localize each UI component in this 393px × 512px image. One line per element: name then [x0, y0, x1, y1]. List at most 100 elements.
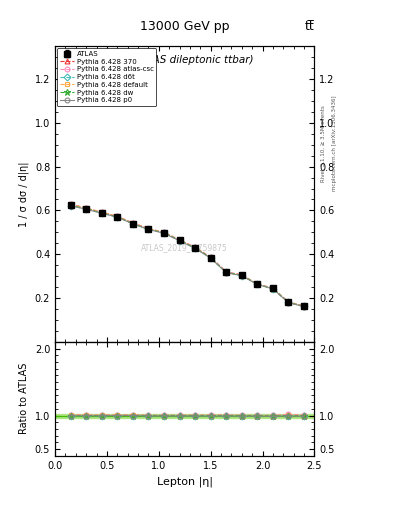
- Pythia 6.428 default: [255, 281, 260, 287]
- Text: ηℓ (ATLAS dileptonic ttbar): ηℓ (ATLAS dileptonic ttbar): [116, 55, 253, 65]
- Text: 13000 GeV pp: 13000 GeV pp: [140, 20, 230, 33]
- Line: Pythia 6.428 default: Pythia 6.428 default: [68, 202, 307, 309]
- Pythia 6.428 default: [99, 209, 104, 215]
- Pythia 6.428 dw: [99, 210, 104, 216]
- Pythia 6.428 dw: [208, 254, 213, 261]
- Bar: [55, 414, 314, 417]
- Pythia 6.428 d6t: [68, 203, 73, 209]
- Line: Pythia 6.428 dw: Pythia 6.428 dw: [67, 202, 307, 310]
- Pythia 6.428 370: [99, 209, 104, 215]
- Pythia 6.428 p0: [68, 203, 73, 209]
- Line: Pythia 6.428 p0: Pythia 6.428 p0: [68, 203, 307, 309]
- Pythia 6.428 dw: [255, 281, 260, 287]
- Pythia 6.428 dw: [162, 230, 166, 236]
- Pythia 6.428 d6t: [193, 245, 197, 251]
- Pythia 6.428 d6t: [162, 230, 166, 236]
- Pythia 6.428 d6t: [286, 300, 291, 306]
- Pythia 6.428 370: [193, 244, 197, 250]
- Pythia 6.428 dw: [146, 226, 151, 232]
- Pythia 6.428 p0: [115, 214, 119, 220]
- Pythia 6.428 p0: [130, 221, 135, 227]
- Text: ATLAS_2019_I1759875: ATLAS_2019_I1759875: [141, 243, 228, 252]
- Pythia 6.428 d6t: [270, 286, 275, 292]
- X-axis label: Lepton |η|: Lepton |η|: [157, 476, 213, 486]
- Pythia 6.428 p0: [302, 304, 307, 310]
- Pythia 6.428 default: [162, 229, 166, 236]
- Pythia 6.428 dw: [302, 303, 307, 309]
- Pythia 6.428 atlas-csc: [302, 303, 307, 309]
- Pythia 6.428 p0: [208, 255, 213, 261]
- Pythia 6.428 d6t: [146, 226, 151, 232]
- Pythia 6.428 default: [239, 272, 244, 278]
- Pythia 6.428 atlas-csc: [130, 220, 135, 226]
- Pythia 6.428 dw: [286, 300, 291, 306]
- Pythia 6.428 atlas-csc: [162, 229, 166, 236]
- Pythia 6.428 d6t: [115, 214, 119, 220]
- Pythia 6.428 default: [270, 285, 275, 291]
- Y-axis label: Ratio to ATLAS: Ratio to ATLAS: [19, 363, 29, 435]
- Pythia 6.428 370: [208, 254, 213, 261]
- Pythia 6.428 atlas-csc: [224, 269, 229, 275]
- Pythia 6.428 default: [177, 237, 182, 243]
- Pythia 6.428 d6t: [302, 303, 307, 309]
- Pythia 6.428 d6t: [177, 238, 182, 244]
- Pythia 6.428 default: [84, 205, 88, 211]
- Pythia 6.428 370: [84, 205, 88, 211]
- Pythia 6.428 p0: [99, 210, 104, 216]
- Pythia 6.428 p0: [84, 206, 88, 212]
- Pythia 6.428 dw: [224, 269, 229, 275]
- Pythia 6.428 atlas-csc: [99, 209, 104, 215]
- Pythia 6.428 d6t: [208, 255, 213, 261]
- Pythia 6.428 dw: [177, 238, 182, 244]
- Pythia 6.428 p0: [286, 300, 291, 306]
- Pythia 6.428 default: [208, 254, 213, 261]
- Pythia 6.428 default: [115, 214, 119, 220]
- Pythia 6.428 atlas-csc: [286, 298, 291, 305]
- Text: mcplots.cern.ch [arXiv:1306.3436]: mcplots.cern.ch [arXiv:1306.3436]: [332, 96, 337, 191]
- Pythia 6.428 d6t: [224, 269, 229, 275]
- Pythia 6.428 atlas-csc: [208, 254, 213, 260]
- Pythia 6.428 dw: [130, 221, 135, 227]
- Pythia 6.428 370: [224, 269, 229, 275]
- Text: tt̅: tt̅: [305, 20, 314, 33]
- Pythia 6.428 default: [286, 299, 291, 305]
- Pythia 6.428 default: [224, 269, 229, 275]
- Pythia 6.428 atlas-csc: [239, 272, 244, 278]
- Pythia 6.428 p0: [270, 286, 275, 292]
- Pythia 6.428 default: [302, 303, 307, 309]
- Y-axis label: 1 / σ dσ / d|η|: 1 / σ dσ / d|η|: [19, 161, 29, 227]
- Pythia 6.428 atlas-csc: [115, 214, 119, 220]
- Pythia 6.428 default: [130, 220, 135, 226]
- Pythia 6.428 dw: [239, 272, 244, 279]
- Pythia 6.428 default: [193, 245, 197, 251]
- Pythia 6.428 p0: [177, 238, 182, 244]
- Pythia 6.428 atlas-csc: [177, 237, 182, 243]
- Pythia 6.428 p0: [162, 230, 166, 236]
- Pythia 6.428 atlas-csc: [68, 201, 73, 207]
- Line: Pythia 6.428 atlas-csc: Pythia 6.428 atlas-csc: [68, 201, 307, 308]
- Pythia 6.428 dw: [270, 286, 275, 292]
- Pythia 6.428 370: [146, 226, 151, 232]
- Pythia 6.428 d6t: [255, 281, 260, 287]
- Pythia 6.428 d6t: [99, 210, 104, 216]
- Pythia 6.428 default: [146, 226, 151, 232]
- Pythia 6.428 p0: [193, 245, 197, 251]
- Pythia 6.428 dw: [115, 214, 119, 220]
- Pythia 6.428 atlas-csc: [193, 244, 197, 250]
- Pythia 6.428 atlas-csc: [270, 285, 275, 291]
- Pythia 6.428 dw: [84, 206, 88, 212]
- Line: Pythia 6.428 d6t: Pythia 6.428 d6t: [68, 203, 307, 309]
- Pythia 6.428 p0: [239, 273, 244, 279]
- Pythia 6.428 atlas-csc: [255, 281, 260, 287]
- Pythia 6.428 p0: [224, 270, 229, 276]
- Pythia 6.428 370: [68, 201, 73, 207]
- Pythia 6.428 370: [302, 303, 307, 309]
- Line: Pythia 6.428 370: Pythia 6.428 370: [68, 202, 307, 309]
- Pythia 6.428 370: [177, 237, 182, 243]
- Pythia 6.428 d6t: [239, 272, 244, 279]
- Pythia 6.428 atlas-csc: [146, 226, 151, 232]
- Pythia 6.428 370: [239, 272, 244, 278]
- Pythia 6.428 370: [130, 220, 135, 226]
- Text: Rivet 3.1.10, ≥ 3.5M events: Rivet 3.1.10, ≥ 3.5M events: [320, 105, 325, 182]
- Pythia 6.428 p0: [146, 226, 151, 232]
